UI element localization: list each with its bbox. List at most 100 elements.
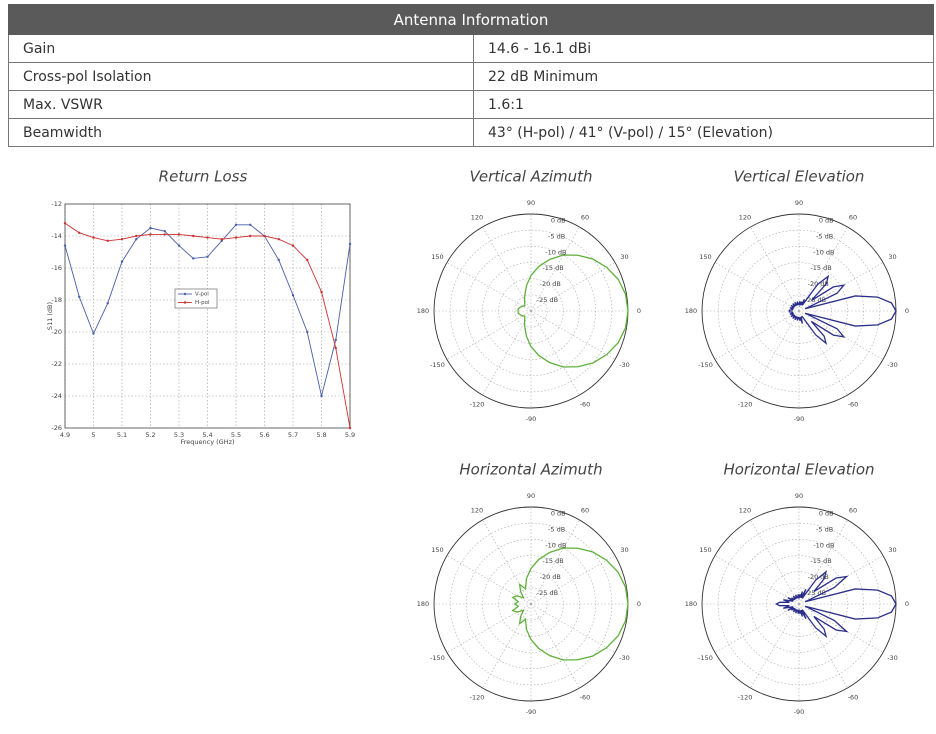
data-point bbox=[334, 338, 337, 342]
spoke bbox=[530, 310, 580, 396]
data-point bbox=[135, 234, 138, 238]
theta-tick-label: 60 bbox=[849, 506, 857, 514]
r-tick-label: 0 dB bbox=[819, 216, 834, 224]
r-tick-label: -20 dB bbox=[540, 573, 561, 581]
theta-tick-label: -150 bbox=[698, 361, 713, 369]
y-tick-label: -22 bbox=[51, 360, 62, 368]
theta-tick-label: -30 bbox=[619, 654, 630, 662]
ring bbox=[482, 555, 580, 653]
spoke bbox=[714, 555, 800, 605]
r-tick-label: -15 dB bbox=[542, 557, 563, 565]
data-point bbox=[277, 238, 280, 241]
data-point bbox=[234, 236, 238, 239]
theta-tick-label: 150 bbox=[431, 546, 443, 554]
cell: 43° (H-pol) / 41° (V-pol) / 15° (Elevati… bbox=[473, 118, 934, 147]
data-point bbox=[149, 226, 152, 230]
ring bbox=[466, 246, 596, 376]
cell: Max. VSWR bbox=[8, 90, 474, 119]
theta-tick-label: -150 bbox=[430, 654, 445, 662]
theta-tick-label: -90 bbox=[526, 415, 537, 423]
theta-tick-label: 150 bbox=[699, 253, 711, 261]
theta-tick-label: 30 bbox=[620, 253, 628, 261]
r-tick-label: -10 dB bbox=[813, 248, 834, 256]
theta-tick-label: 90 bbox=[795, 199, 803, 207]
data-point bbox=[149, 233, 152, 236]
table-row: Max. VSWR 1.6:1 bbox=[8, 90, 934, 119]
theta-tick-label: 0 bbox=[905, 307, 909, 315]
data-point bbox=[206, 236, 209, 239]
theta-tick-label: -60 bbox=[848, 694, 859, 702]
x-tick-label: 5.8 bbox=[316, 431, 326, 439]
ring bbox=[449, 522, 613, 686]
spoke bbox=[714, 262, 800, 312]
theta-tick-label: -150 bbox=[698, 654, 713, 662]
data-point bbox=[220, 238, 223, 241]
spoke bbox=[530, 226, 580, 312]
data-point bbox=[192, 257, 195, 260]
pattern bbox=[511, 547, 629, 661]
theta-tick-label: -120 bbox=[738, 694, 753, 702]
r-tick-label: -5 dB bbox=[548, 232, 565, 240]
theta-tick-label: 90 bbox=[527, 199, 535, 207]
spoke bbox=[530, 519, 580, 605]
theta-tick-label: 120 bbox=[739, 506, 751, 514]
ring bbox=[498, 571, 564, 637]
theta-tick-label: 0 bbox=[637, 307, 641, 315]
spoke bbox=[750, 519, 800, 605]
y-tick-label: -20 bbox=[51, 328, 62, 336]
theta-tick-label: 150 bbox=[699, 546, 711, 554]
ring bbox=[449, 229, 613, 393]
table-header: Antenna Information bbox=[8, 4, 934, 35]
theta-tick-label: 150 bbox=[431, 253, 443, 261]
data-point bbox=[106, 239, 109, 242]
theta-tick-label: -90 bbox=[526, 708, 537, 716]
ring bbox=[734, 246, 864, 376]
data-point bbox=[306, 258, 309, 262]
cell: 14.6 - 16.1 dBi bbox=[473, 34, 934, 63]
y-axis-label: S11 (dB) bbox=[46, 302, 54, 330]
r-tick-label: -10 dB bbox=[545, 541, 566, 549]
data-point bbox=[348, 242, 352, 246]
r-tick-label: -20 dB bbox=[808, 573, 829, 581]
ring bbox=[766, 571, 832, 637]
theta-tick-label: 0 bbox=[905, 600, 909, 608]
ring bbox=[750, 555, 848, 653]
x-tick-label: 5.1 bbox=[117, 431, 127, 439]
spoke bbox=[798, 603, 848, 689]
r-tick-label: -10 dB bbox=[545, 248, 566, 256]
spoke bbox=[798, 226, 848, 312]
ring bbox=[766, 278, 832, 344]
data-point bbox=[249, 234, 252, 238]
theta-tick-label: 60 bbox=[581, 506, 589, 514]
theta-tick-label: -60 bbox=[580, 694, 591, 702]
theta-tick-label: 90 bbox=[795, 492, 803, 500]
spoke bbox=[482, 310, 532, 396]
legend-marker bbox=[183, 292, 187, 296]
data-point bbox=[348, 426, 352, 430]
plot-frame bbox=[64, 203, 351, 429]
spoke bbox=[482, 603, 532, 689]
spoke bbox=[750, 226, 800, 312]
ring bbox=[782, 587, 816, 621]
ring bbox=[782, 294, 816, 328]
ring bbox=[466, 539, 596, 669]
spoke bbox=[750, 603, 800, 689]
legend-marker bbox=[183, 301, 187, 304]
theta-tick-label: 180 bbox=[685, 307, 697, 315]
data-point bbox=[63, 222, 67, 225]
x-tick-label: 5.6 bbox=[259, 431, 269, 439]
theta-tick-label: 180 bbox=[417, 600, 429, 608]
ring bbox=[498, 278, 564, 344]
data-point bbox=[291, 294, 295, 297]
x-tick-label: 4.9 bbox=[60, 431, 70, 439]
chart-title: Vertical Azimuth bbox=[469, 168, 592, 186]
spoke bbox=[446, 262, 532, 312]
theta-tick-label: 180 bbox=[685, 600, 697, 608]
theta-tick-label: -150 bbox=[430, 361, 445, 369]
data-point bbox=[234, 223, 238, 226]
theta-tick-label: -120 bbox=[470, 694, 485, 702]
r-tick-label: -10 dB bbox=[813, 541, 834, 549]
data-point bbox=[249, 223, 252, 226]
spoke bbox=[446, 555, 532, 605]
data-point bbox=[163, 230, 166, 233]
